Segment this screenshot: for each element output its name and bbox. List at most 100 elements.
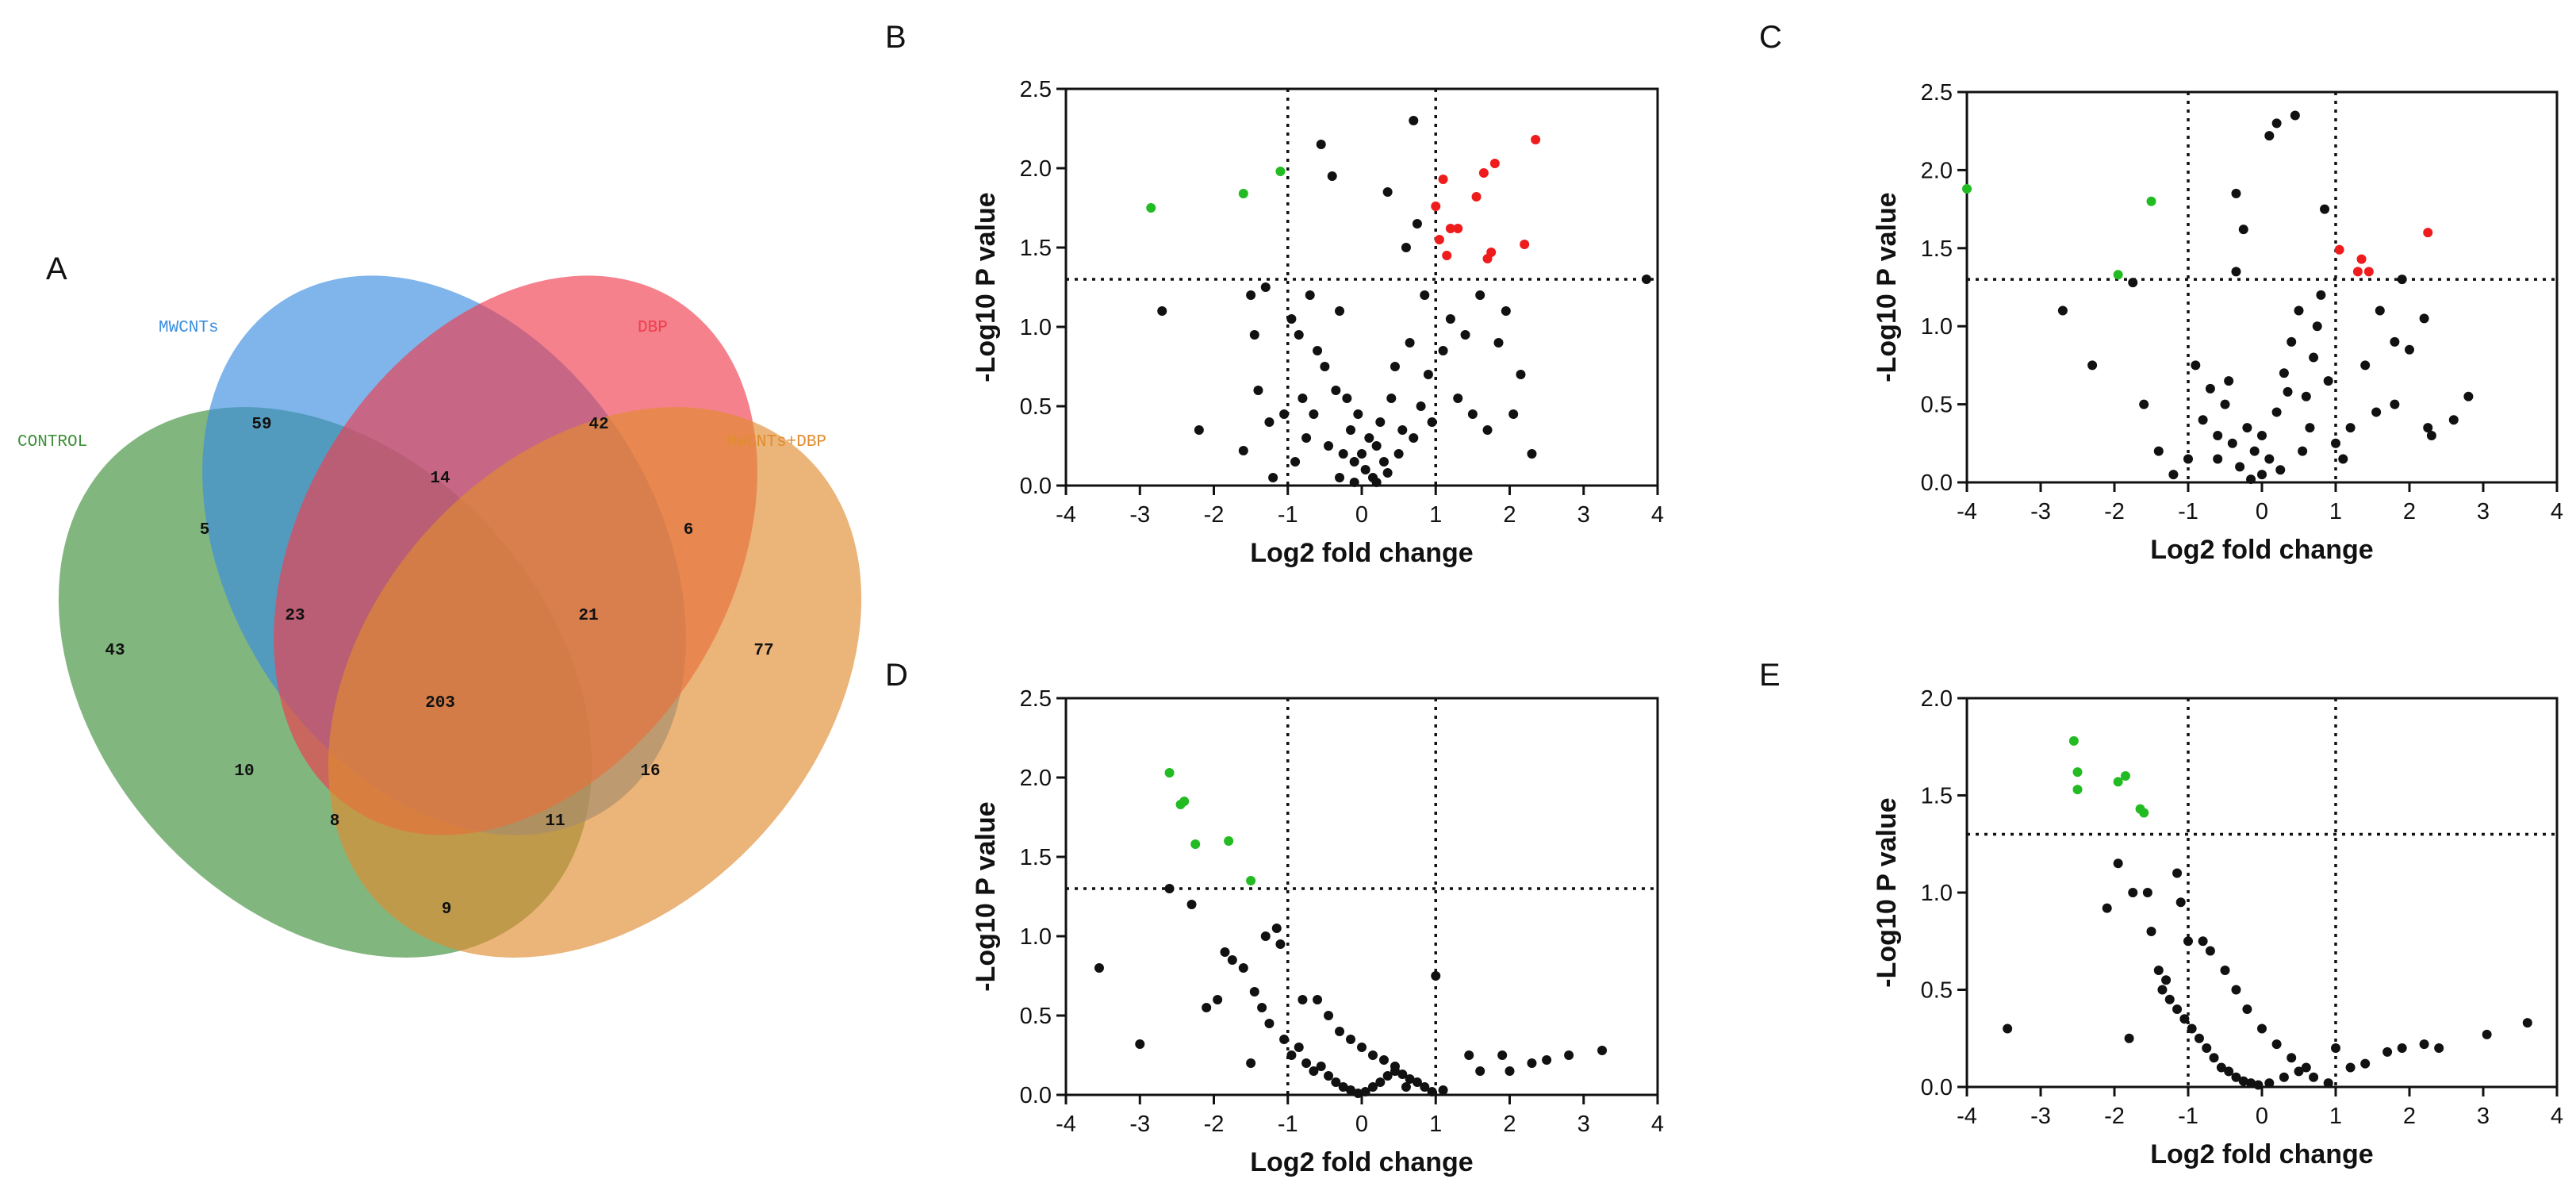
data-point-down bbox=[2072, 767, 2083, 778]
data-point-ns bbox=[2231, 188, 2241, 198]
data-point-ns bbox=[2257, 430, 2267, 440]
data-point-ns bbox=[1246, 290, 1256, 300]
data-point-ns bbox=[2253, 1080, 2264, 1090]
data-point-ns bbox=[2309, 352, 2319, 363]
data-point-ns bbox=[1378, 1055, 1389, 1065]
data-point-ns bbox=[2220, 399, 2230, 409]
data-point-up bbox=[2352, 267, 2363, 277]
venn-count-control-mwcnts-dbp: 23 bbox=[285, 607, 305, 625]
data-point-ns bbox=[1320, 362, 1330, 371]
data-point-ns bbox=[1390, 362, 1400, 371]
data-point-up bbox=[2423, 228, 2433, 238]
data-point-ns bbox=[1227, 955, 1237, 965]
data-point-ns bbox=[1202, 1003, 1212, 1012]
venn-count-mwcnts-only: 59 bbox=[251, 416, 271, 434]
data-point-up bbox=[1531, 135, 1541, 144]
data-point-ns bbox=[2390, 336, 2400, 347]
data-point-ns bbox=[1423, 370, 1433, 379]
venn-count-mwcnts-dbp: 14 bbox=[430, 470, 450, 488]
data-point-ns bbox=[2323, 1078, 2333, 1089]
data-point-ns bbox=[1386, 394, 1397, 403]
data-point-ns bbox=[2522, 1018, 2532, 1028]
data-point-ns bbox=[2172, 868, 2183, 878]
data-point-down bbox=[1224, 836, 1234, 846]
data-point-ns bbox=[1264, 417, 1275, 427]
data-point-ns bbox=[2102, 903, 2112, 913]
data-point-ns bbox=[2382, 1046, 2393, 1057]
x-tick-label: 3 bbox=[1577, 502, 1590, 528]
data-point-up bbox=[1431, 202, 1441, 211]
data-point-ns bbox=[1382, 1071, 1393, 1081]
data-point-ns bbox=[2419, 313, 2429, 324]
data-point-ns bbox=[1445, 314, 1455, 324]
venn-count-mwcnts-mwcntsdbp: 16 bbox=[640, 762, 660, 781]
data-point-down bbox=[2120, 771, 2130, 781]
data-point-ns bbox=[1294, 1043, 1304, 1052]
data-point-ns bbox=[1401, 243, 1411, 252]
x-tick-label: 4 bbox=[1651, 502, 1664, 528]
data-point-ns bbox=[1213, 995, 1223, 1004]
data-point-ns bbox=[1331, 386, 1341, 395]
data-point-ns bbox=[1360, 1087, 1370, 1096]
data-point-ns bbox=[1412, 1077, 1422, 1087]
x-tick-label: 2 bbox=[2403, 499, 2416, 524]
data-point-ns bbox=[1371, 478, 1382, 487]
data-point-ns bbox=[1416, 401, 1426, 411]
data-point-ns bbox=[2294, 1066, 2304, 1077]
data-point-ns bbox=[1420, 290, 1430, 300]
data-point-ns bbox=[2224, 1066, 2234, 1077]
y-tick-label: 2.5 bbox=[1921, 80, 1953, 106]
data-point-ns bbox=[2275, 465, 2286, 475]
data-point-down bbox=[1246, 876, 1256, 885]
data-point-ns bbox=[2345, 423, 2356, 433]
data-point-ns bbox=[1390, 1062, 1400, 1071]
data-point-down bbox=[2068, 735, 2079, 746]
y-axis-title: -Log10 P value bbox=[1872, 797, 1902, 987]
data-point-ns bbox=[1157, 306, 1167, 316]
data-point-ns bbox=[1305, 290, 1315, 300]
data-point-ns bbox=[1313, 346, 1323, 355]
x-tick-label: -4 bbox=[1957, 499, 1977, 524]
x-tick-label: -1 bbox=[2178, 1104, 2198, 1129]
data-point-ns bbox=[2405, 344, 2414, 355]
venn-diagram: CONTROL MWCNTs DBP MWCNTs+DBP 43 59 42 7… bbox=[17, 275, 862, 958]
data-point-ns bbox=[2142, 888, 2152, 897]
x-tick-label: 3 bbox=[1577, 1112, 1590, 1137]
y-tick-label: 1.5 bbox=[1020, 236, 1052, 261]
data-point-down bbox=[1190, 839, 1201, 849]
y-tick-label: 2.0 bbox=[1921, 686, 1953, 712]
data-point-ns bbox=[1135, 1039, 1145, 1049]
data-point-ns bbox=[1405, 338, 1415, 348]
data-point-ns bbox=[1397, 1070, 1408, 1079]
y-tick-label: 0.0 bbox=[1921, 470, 1953, 496]
x-axis-title: Log2 fold change bbox=[1250, 1147, 1473, 1177]
x-tick-label: -2 bbox=[1204, 502, 1225, 528]
data-point-ns bbox=[1338, 449, 1348, 459]
panel-label-a: A bbox=[46, 252, 67, 286]
data-point-ns bbox=[2003, 1023, 2013, 1034]
y-axis-title: -Log10 P value bbox=[971, 192, 1001, 382]
data-point-ns bbox=[1186, 900, 1197, 909]
data-point-ns bbox=[1249, 987, 1259, 997]
data-point-ns bbox=[1220, 947, 1230, 957]
data-point-ns bbox=[1497, 1050, 1508, 1060]
x-tick-label: -4 bbox=[1957, 1104, 1977, 1129]
data-point-ns bbox=[2246, 474, 2256, 485]
data-point-up bbox=[1471, 192, 1482, 202]
data-point-ns bbox=[2360, 1058, 2371, 1069]
data-point-ns bbox=[1279, 1035, 1290, 1044]
data-point-ns bbox=[1367, 1082, 1378, 1092]
y-tick-label: 0.0 bbox=[1921, 1075, 1953, 1100]
data-point-down bbox=[2113, 777, 2123, 787]
venn-label-control: CONTROL bbox=[17, 433, 87, 451]
data-point-ns bbox=[2283, 386, 2293, 397]
data-point-ns bbox=[2463, 391, 2474, 401]
data-point-ns bbox=[1260, 282, 1271, 292]
y-tick-label: 0.0 bbox=[1020, 1083, 1052, 1108]
y-tick-label: 2.0 bbox=[1020, 766, 1052, 791]
data-point-ns bbox=[2113, 858, 2123, 869]
data-point-ns bbox=[2231, 267, 2241, 277]
venn-set-mwcnts-dbp bbox=[328, 407, 862, 958]
data-point-ns bbox=[2231, 985, 2241, 995]
data-point-ns bbox=[1346, 1085, 1356, 1095]
